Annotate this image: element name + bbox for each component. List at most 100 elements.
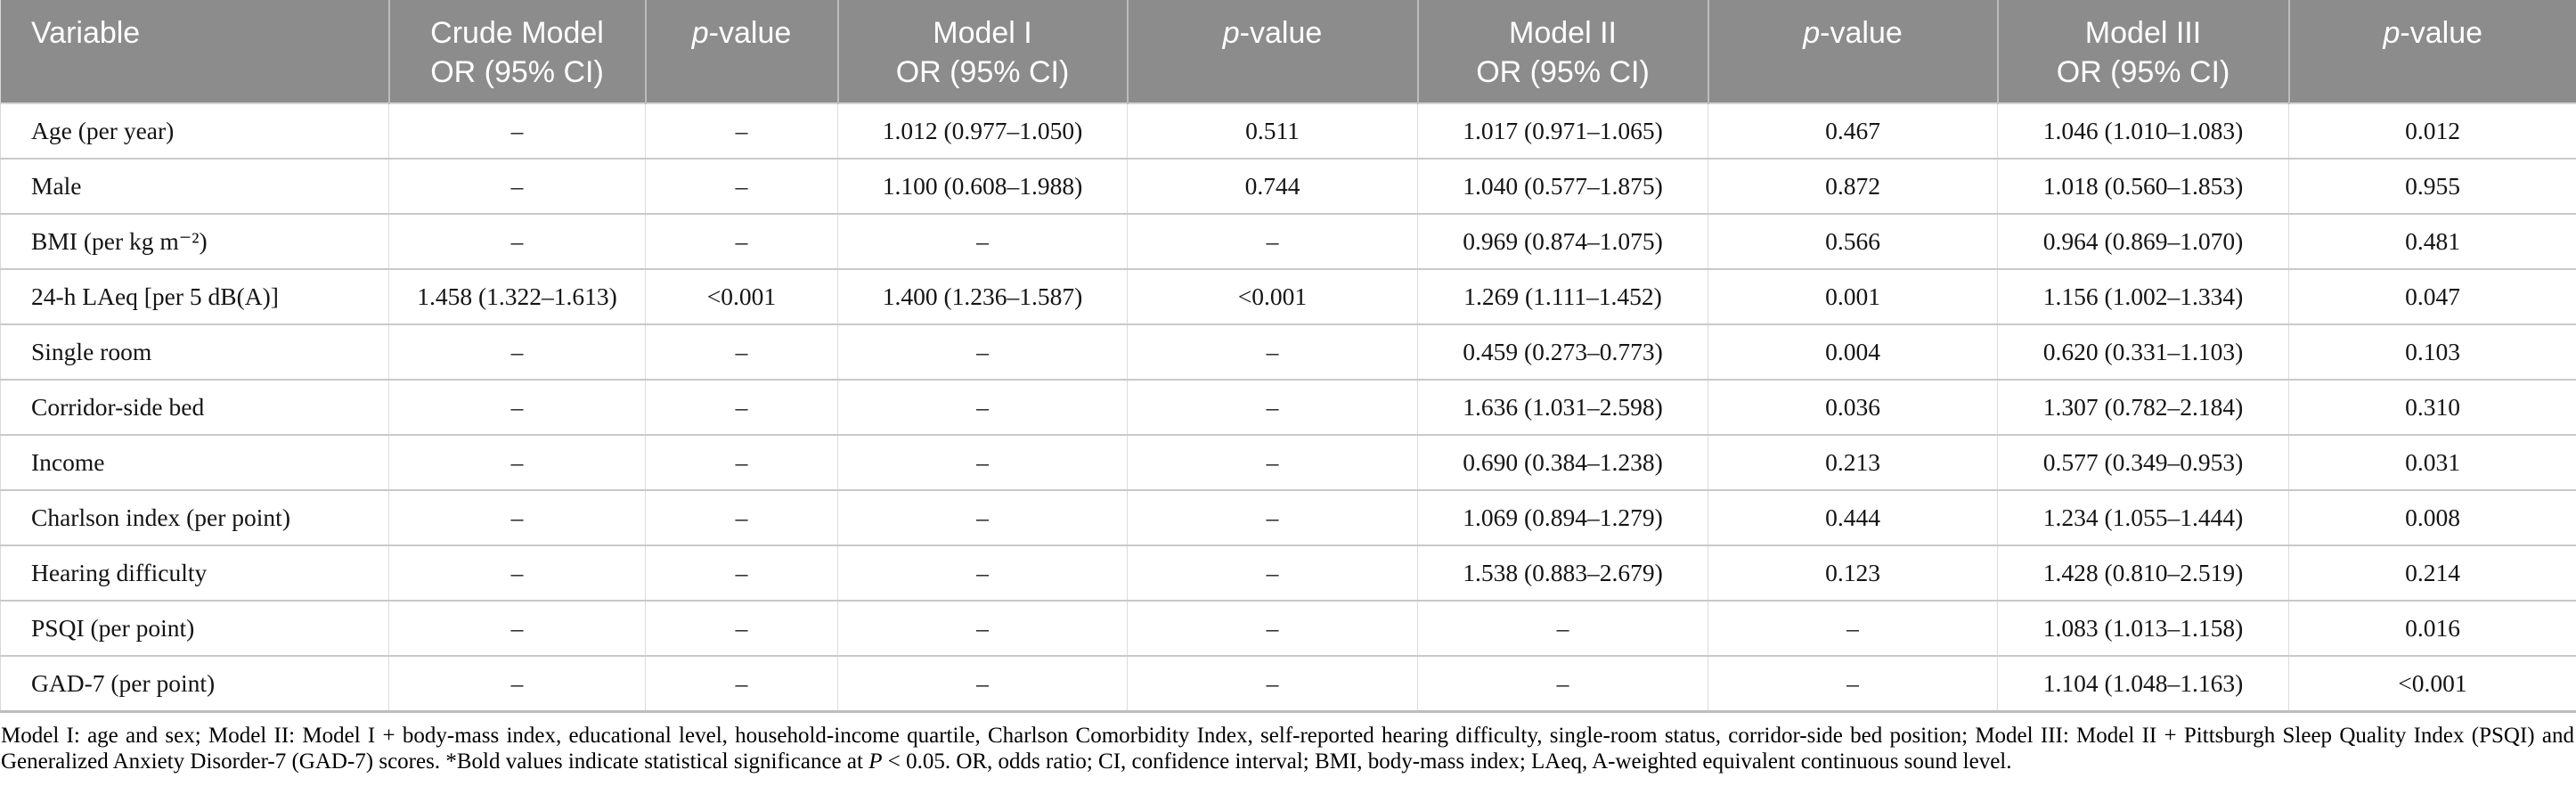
value-cell: 0.012 <box>2288 102 2576 159</box>
value-cell: 0.004 <box>1708 323 1998 380</box>
table-row: Hearing difficulty – – – –1.538 (0.883–2.679… <box>0 544 2576 601</box>
footnote-text-before: Model I: age and sex; Model II: Model I … <box>1 723 2574 774</box>
value-cell: – <box>837 213 1128 269</box>
variable-cell: Income <box>0 434 389 490</box>
value-cell: – <box>837 379 1128 435</box>
value-cell: 0.001 <box>1708 268 1998 324</box>
value-cell: 1.069 (0.894–1.279) <box>1417 489 1708 545</box>
value-cell: 0.467 <box>1708 102 1998 159</box>
value-cell: – <box>388 489 646 545</box>
column-header-p-value-8: p-value <box>2287 0 2576 103</box>
table-row: Male – –1.100 (0.608–1.988) 0.744 1.040 (0.5… <box>0 158 2576 214</box>
value-cell: – <box>645 158 838 214</box>
value-cell: 1.156 (1.002–1.334) <box>1997 268 2289 324</box>
value-cell: – <box>1127 213 1418 269</box>
column-header-p-value-2: p-value <box>644 0 838 103</box>
value-cell: – <box>645 434 838 490</box>
value-cell: – <box>388 434 646 490</box>
value-cell: 0.008 <box>2288 489 2576 545</box>
table-row: Single room – – – –0.459 (0.273–0.773) 0.004 0… <box>0 323 2576 380</box>
value-cell: – <box>645 102 838 159</box>
value-cell: – <box>388 213 646 269</box>
value-cell: – <box>1127 655 1418 711</box>
value-cell: 0.955 <box>2288 158 2576 214</box>
value-cell: – <box>1708 655 1998 711</box>
value-cell: 0.566 <box>1708 213 1998 269</box>
value-cell: 1.018 (0.560–1.853) <box>1997 158 2289 214</box>
value-cell: 0.444 <box>1708 489 1998 545</box>
regression-results-table: Variable Crude Model OR (95% CI) p-value Mo… <box>0 0 2576 713</box>
value-cell: – <box>388 323 646 380</box>
value-cell: 1.017 (0.971–1.065) <box>1417 102 1708 159</box>
value-cell: – <box>388 600 646 656</box>
value-cell: – <box>1417 600 1708 656</box>
value-cell: – <box>1417 655 1708 711</box>
column-header-variable-0: Variable <box>0 0 389 103</box>
value-cell: 1.458 (1.322–1.613) <box>388 268 646 324</box>
value-cell: 0.481 <box>2288 213 2576 269</box>
value-cell: 0.103 <box>2288 323 2576 380</box>
value-cell: <0.001 <box>1127 268 1418 324</box>
variable-cell: PSQI (per point) <box>0 600 389 656</box>
table-row: Income – – – –0.690 (0.384–1.238) 0.213 0.577 … <box>0 434 2576 490</box>
column-header-model-i-3: Model I OR (95% CI) <box>836 0 1128 103</box>
column-header-p-value-4: p-value <box>1126 0 1418 103</box>
value-cell: – <box>837 489 1128 545</box>
column-header-crude-model-1: Crude Model OR (95% CI) <box>387 0 646 103</box>
value-cell: – <box>645 600 838 656</box>
value-cell: 0.969 (0.874–1.075) <box>1417 213 1708 269</box>
value-cell: – <box>645 379 838 435</box>
value-cell: 1.046 (1.010–1.083) <box>1997 102 2289 159</box>
value-cell: – <box>645 655 838 711</box>
table-body: Age (per year) – –1.012 (0.977–1.050) 0.511… <box>0 102 2576 711</box>
value-cell: 0.123 <box>1708 544 1998 601</box>
value-cell: 0.620 (0.331–1.103) <box>1997 323 2289 380</box>
value-cell: – <box>1127 434 1418 490</box>
value-cell: – <box>388 102 646 159</box>
table-footnote: Model I: age and sex; Model II: Model I … <box>0 723 2576 774</box>
value-cell: <0.001 <box>2288 655 2576 711</box>
table-row: 24-h LAeq [per 5 dB(A)] 1.458 (1.322–1.61… <box>0 268 2576 324</box>
variable-cell: 24-h LAeq [per 5 dB(A)] <box>0 268 389 324</box>
value-cell: 0.047 <box>2288 268 2576 324</box>
value-cell: 1.307 (0.782–2.184) <box>1997 379 2289 435</box>
table-row: BMI (per kg m⁻²) – – – –0.969 (0.874–1.075) 0… <box>0 213 2576 269</box>
value-cell: 1.269 (1.111–1.452) <box>1417 268 1708 324</box>
value-cell: 1.428 (0.810–2.519) <box>1997 544 2289 601</box>
table-row: Charlson index (per point) – – – –1.069 (0.8… <box>0 489 2576 545</box>
value-cell: – <box>388 544 646 601</box>
column-header-model-iii-7: Model III OR (95% CI) <box>1996 0 2289 103</box>
value-cell: – <box>388 158 646 214</box>
value-cell: 1.040 (0.577–1.875) <box>1417 158 1708 214</box>
value-cell: 0.690 (0.384–1.238) <box>1417 434 1708 490</box>
variable-cell: BMI (per kg m⁻²) <box>0 213 389 269</box>
table-row: Corridor-side bed – – – –1.636 (1.031–2.598)… <box>0 379 2576 435</box>
value-cell: – <box>388 655 646 711</box>
value-cell: – <box>1708 600 1998 656</box>
value-cell: 1.234 (1.055–1.444) <box>1997 489 2289 545</box>
value-cell: 0.964 (0.869–1.070) <box>1997 213 2289 269</box>
table-header: Variable Crude Model OR (95% CI) p-value Mo… <box>0 0 2576 103</box>
value-cell: – <box>645 323 838 380</box>
value-cell: 0.031 <box>2288 434 2576 490</box>
table-row: GAD-7 (per point) – – – – – –1.104 (1.048–1.16… <box>0 655 2576 711</box>
value-cell: <0.001 <box>645 268 838 324</box>
variable-cell: Age (per year) <box>0 102 389 159</box>
value-cell: – <box>837 434 1128 490</box>
table-header-row: Variable Crude Model OR (95% CI) p-value Mo… <box>0 0 2576 103</box>
value-cell: – <box>1127 323 1418 380</box>
value-cell: 0.036 <box>1708 379 1998 435</box>
value-cell: 0.310 <box>2288 379 2576 435</box>
value-cell: 1.538 (0.883–2.679) <box>1417 544 1708 601</box>
table-row: Age (per year) – –1.012 (0.977–1.050) 0.511… <box>0 102 2576 159</box>
value-cell: 0.016 <box>2288 600 2576 656</box>
value-cell: 1.012 (0.977–1.050) <box>837 102 1128 159</box>
value-cell: 1.100 (0.608–1.988) <box>837 158 1128 214</box>
column-header-model-ii-5: Model II OR (95% CI) <box>1416 0 1708 103</box>
variable-cell: Hearing difficulty <box>0 544 389 601</box>
value-cell: 0.459 (0.273–0.773) <box>1417 323 1708 380</box>
value-cell: – <box>645 489 838 545</box>
variable-cell: Charlson index (per point) <box>0 489 389 545</box>
variable-cell: Male <box>0 158 389 214</box>
